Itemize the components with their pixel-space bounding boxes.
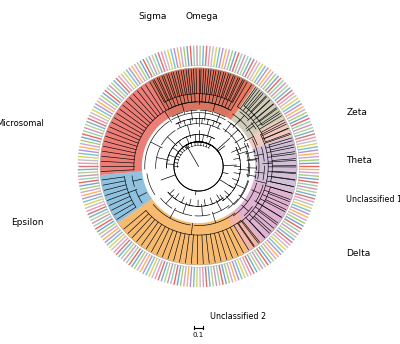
Wedge shape bbox=[198, 166, 294, 242]
Text: Unclassified 1: Unclassified 1 bbox=[346, 195, 400, 204]
Text: Microsomal: Microsomal bbox=[0, 119, 44, 128]
Circle shape bbox=[142, 110, 254, 222]
Wedge shape bbox=[198, 81, 292, 166]
Wedge shape bbox=[100, 68, 255, 175]
Wedge shape bbox=[198, 136, 297, 192]
Text: Sigma: Sigma bbox=[139, 12, 167, 21]
Text: 0.1: 0.1 bbox=[193, 332, 204, 338]
Wedge shape bbox=[198, 117, 297, 252]
Text: Unclassified 2: Unclassified 2 bbox=[210, 312, 266, 321]
Text: Delta: Delta bbox=[346, 249, 370, 258]
Wedge shape bbox=[100, 166, 198, 223]
Wedge shape bbox=[198, 86, 284, 166]
Wedge shape bbox=[118, 166, 262, 265]
Text: Zeta: Zeta bbox=[346, 108, 367, 117]
Wedge shape bbox=[149, 68, 248, 166]
Text: Epsilon: Epsilon bbox=[12, 218, 44, 227]
Text: Theta: Theta bbox=[346, 156, 372, 165]
Text: Omega: Omega bbox=[186, 12, 218, 21]
